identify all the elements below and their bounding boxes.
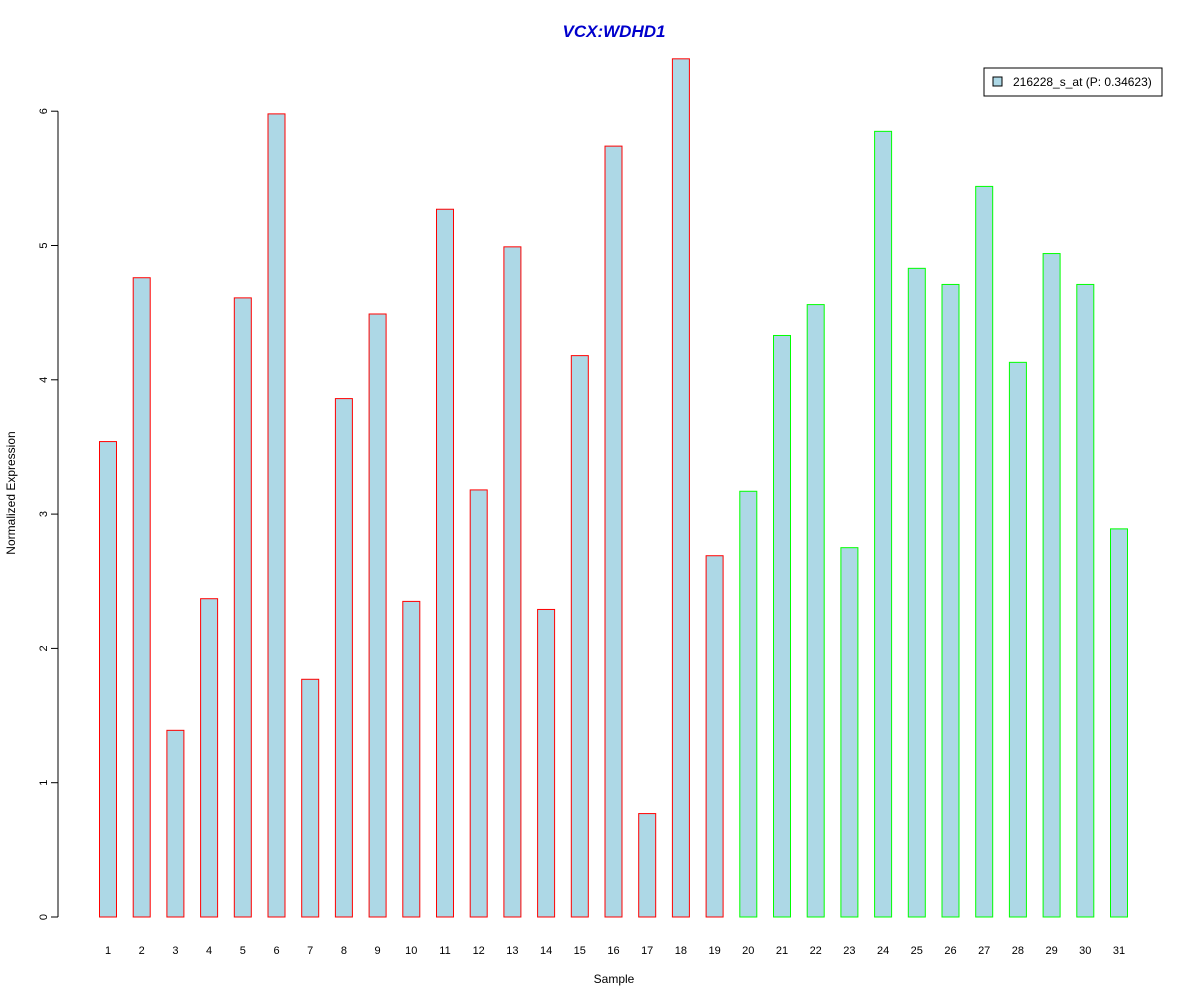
- x-tick-label: 21: [776, 945, 788, 957]
- bar-sample-12: [469, 489, 488, 918]
- bar-sample-23: [840, 547, 859, 918]
- bar-sample-7: [301, 678, 320, 918]
- bar-sample-21: [773, 334, 791, 918]
- bar-sample-8: [334, 398, 353, 918]
- legend-box: [983, 67, 1163, 97]
- x-axis-label: Sample: [594, 972, 635, 986]
- bar-sample-18: [671, 58, 690, 918]
- x-tick-label: 15: [574, 945, 586, 957]
- bar-sample-15: [570, 355, 589, 918]
- x-tick-label: 10: [405, 945, 417, 957]
- bar-sample-20: [739, 490, 758, 918]
- legend: 216228_s_at (P: 0.34623): [983, 67, 1163, 97]
- y-axis-label: Normalized Expression: [4, 431, 18, 554]
- legend-entry-label: 216228_s_at (P: 0.34623): [1013, 75, 1152, 89]
- x-tick-label: 11: [439, 945, 450, 957]
- x-tick-label: 14: [540, 945, 552, 957]
- bar-sample-25: [907, 267, 926, 918]
- x-tick-label: 26: [944, 945, 956, 957]
- x-tick-label: 24: [877, 945, 889, 957]
- bar-sample-5: [233, 297, 252, 918]
- y-tick-label: 0: [38, 914, 50, 920]
- x-tick-label: 4: [206, 945, 212, 957]
- y-tick-label: 3: [38, 511, 50, 517]
- bar-sample-2: [132, 277, 151, 918]
- x-tick-label: 1: [105, 945, 111, 957]
- bar-sample-16: [604, 145, 623, 918]
- y-tick-label: 1: [38, 780, 50, 786]
- x-tick-label: 9: [375, 945, 381, 957]
- x-tick-label: 13: [506, 945, 518, 957]
- bar-sample-29: [1042, 253, 1061, 918]
- bar-sample-11: [436, 208, 454, 918]
- bar-sample-3: [166, 729, 185, 918]
- x-tick-label: 18: [675, 945, 687, 957]
- x-tick-label: 5: [240, 945, 246, 957]
- y-tick-label: 4: [38, 377, 50, 383]
- bar-sample-9: [368, 313, 387, 918]
- bar-sample-27: [975, 185, 994, 918]
- bar-sample-17: [638, 813, 657, 918]
- bar-sample-30: [1076, 283, 1095, 918]
- y-tick-label: 6: [38, 108, 50, 114]
- bar-sample-6: [267, 113, 286, 918]
- x-tick-label: 30: [1079, 945, 1091, 957]
- x-tick-label: 7: [307, 945, 313, 957]
- x-tick-labels: 1 2 3 4 5 6 7 8 9 10 11 12 13 14 15 16 17 18 19 20 21 22 23 24 2…: [105, 945, 1125, 957]
- x-tick-label: 23: [843, 945, 855, 957]
- bar-sample-22: [806, 304, 825, 918]
- bar-sample-31: [1110, 528, 1128, 918]
- x-tick-label: 29: [1045, 945, 1057, 957]
- x-tick-label: 3: [172, 945, 178, 957]
- x-tick-label: 25: [911, 945, 923, 957]
- y-tick-label: 5: [38, 242, 50, 248]
- x-tick-label: 6: [273, 945, 279, 957]
- bar-sample-24: [874, 130, 893, 918]
- x-tick-label: 17: [641, 945, 653, 957]
- x-tick-label: 8: [341, 945, 347, 957]
- legend-swatch: [992, 76, 1003, 87]
- y-axis: 0 1 2 3 4 5 6: [38, 108, 59, 920]
- x-tick-label: 2: [139, 945, 145, 957]
- y-tick-label: 2: [38, 645, 50, 651]
- bar-sample-13: [503, 246, 522, 918]
- x-tick-label: 12: [473, 945, 485, 957]
- x-tick-label: 22: [810, 945, 822, 957]
- x-tick-label: 27: [978, 945, 990, 957]
- chart-title: VCX:WDHD1: [563, 22, 666, 41]
- bar-sample-1: [99, 441, 117, 918]
- bar-sample-4: [200, 598, 219, 918]
- bar-sample-19: [705, 555, 724, 918]
- bar-sample-28: [1008, 361, 1027, 918]
- bar-sample-14: [537, 608, 556, 918]
- x-tick-label: 16: [607, 945, 619, 957]
- bars: [99, 58, 1128, 918]
- bar-sample-26: [941, 283, 960, 918]
- bar-sample-10: [402, 600, 421, 918]
- x-tick-label: 19: [708, 945, 720, 957]
- x-tick-label: 31: [1113, 945, 1125, 957]
- x-tick-label: 20: [742, 945, 754, 957]
- x-tick-label: 28: [1012, 945, 1024, 957]
